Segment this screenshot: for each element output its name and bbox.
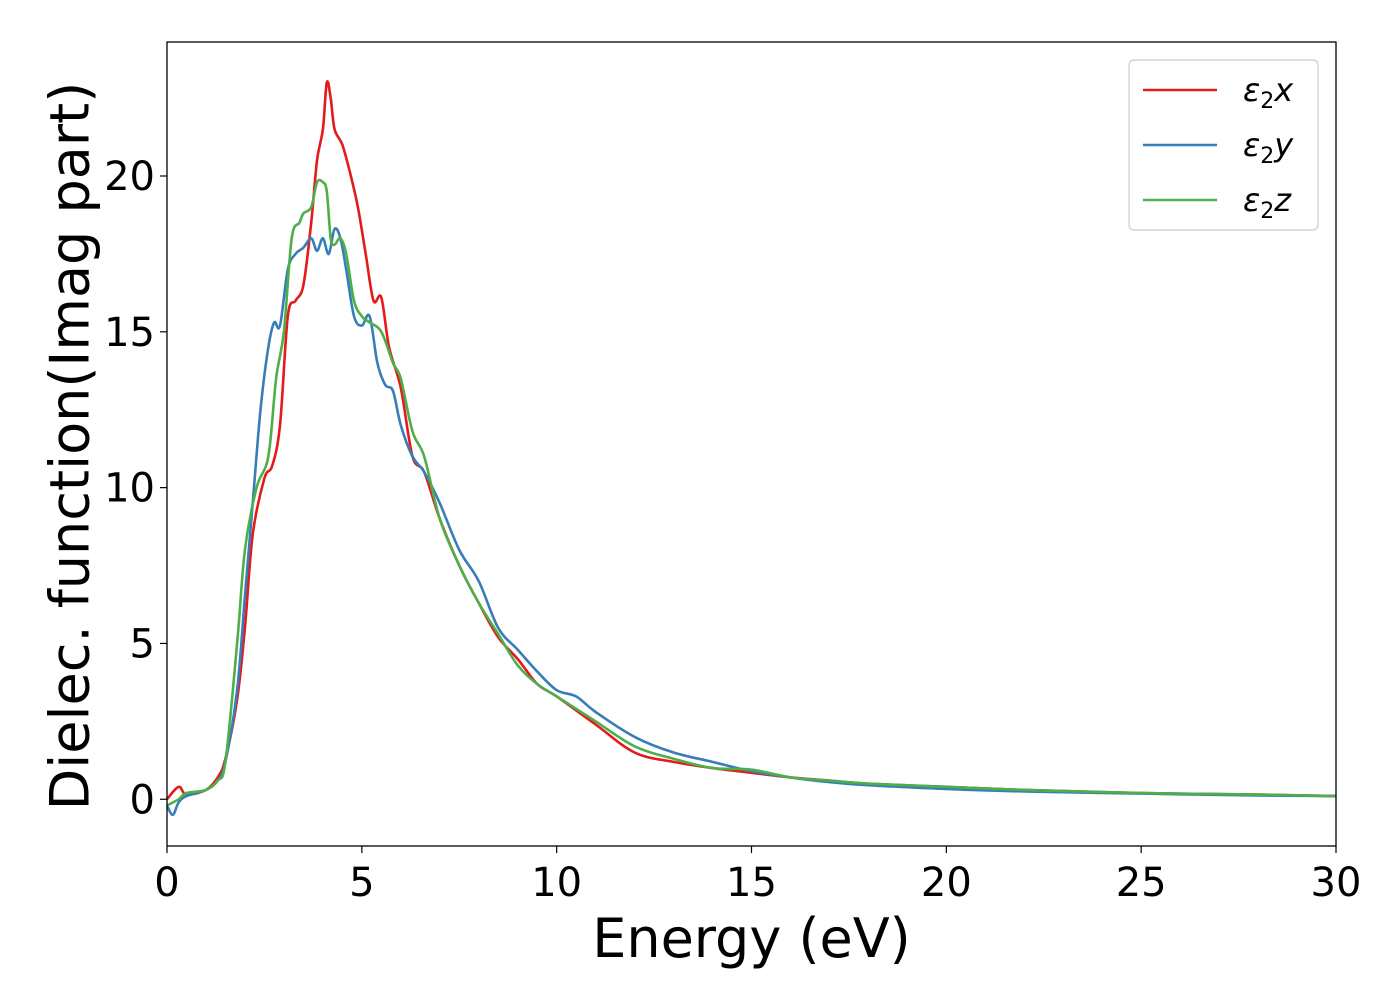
legend-box bbox=[1128, 59, 1319, 231]
x-tick-label: 0 bbox=[154, 860, 179, 906]
series-layer bbox=[165, 80, 1337, 817]
y-axis-title: Dielec. function(Imag part) bbox=[39, 82, 102, 811]
legend: ε2x ε2y ε2z bbox=[1128, 59, 1319, 231]
x-tick-label: 10 bbox=[531, 860, 582, 906]
y-tick-label: 0 bbox=[130, 777, 155, 823]
y-axis: 0 5 10 15 20 bbox=[104, 154, 167, 823]
y-tick-label: 10 bbox=[104, 466, 155, 512]
series-line-3 bbox=[166, 178, 1337, 807]
y-tick-label: 20 bbox=[104, 154, 155, 200]
x-tick-label: 15 bbox=[726, 860, 777, 906]
x-tick-label: 30 bbox=[1311, 860, 1362, 906]
x-axis: 0 5 10 15 20 25 30 bbox=[154, 846, 1361, 906]
x-tick-label: 25 bbox=[1116, 860, 1167, 906]
x-tick-label: 20 bbox=[921, 860, 972, 906]
y-tick-label: 5 bbox=[130, 621, 155, 667]
legend-label: ε2y bbox=[1243, 126, 1294, 169]
legend-label: ε2z bbox=[1243, 181, 1292, 224]
y-tick-label: 15 bbox=[104, 310, 155, 356]
x-tick-label: 5 bbox=[349, 860, 374, 906]
x-axis-title: Energy (eV) bbox=[592, 907, 911, 970]
legend-label: ε2x bbox=[1243, 71, 1294, 114]
